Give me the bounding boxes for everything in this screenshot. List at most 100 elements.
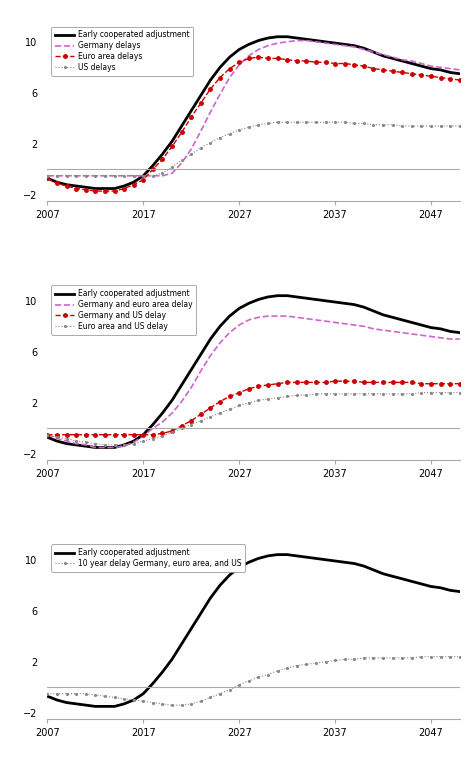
Germany delays [198,126,204,136]
Early cooperated adjustment [246,299,252,308]
US delays [303,117,309,126]
US delays [361,119,367,128]
US delays [457,121,463,130]
Early cooperated adjustment [265,551,271,560]
Euro area and US delay [255,396,261,405]
Early cooperated adjustment [169,137,175,146]
10 year delay Germany, euro area, and US [179,700,184,709]
US delays [198,143,204,152]
Germany and euro area delay [390,327,395,336]
Euro area delays [112,186,118,195]
Germany and US delay [73,430,79,439]
Early cooperated adjustment [409,577,415,586]
Euro area delays [332,59,338,68]
Early cooperated adjustment [83,182,89,192]
Euro area and US delay [400,389,405,398]
10 year delay Germany, euro area, and US [160,699,165,709]
Euro area delays [400,68,405,77]
US delays [342,117,347,126]
Early cooperated adjustment [246,558,252,567]
Germany delays [160,171,165,180]
Germany and euro area delay [227,328,232,337]
Germany delays [54,171,60,180]
Germany and US delay [323,378,328,387]
Early cooperated adjustment [294,551,300,560]
Euro area and US delay [371,389,376,398]
Early cooperated adjustment [169,396,175,405]
Euro area and US delay [323,389,328,398]
10 year delay Germany, euro area, and US [380,653,386,662]
Euro area delays [64,182,69,191]
Germany delays [447,64,453,73]
10 year delay Germany, euro area, and US [323,657,328,666]
Early cooperated adjustment [342,558,347,567]
Germany and US delay [361,378,367,387]
Euro area delays [217,73,223,82]
Germany and US delay [400,378,405,387]
Early cooperated adjustment [351,559,357,568]
Germany delays [294,36,300,45]
Early cooperated adjustment [179,640,184,649]
Early cooperated adjustment [342,40,347,49]
Germany delays [380,50,386,59]
Early cooperated adjustment [400,57,405,66]
Euro area delays [255,52,261,61]
Early cooperated adjustment [361,303,367,312]
Germany delays [284,37,290,46]
10 year delay Germany, euro area, and US [265,670,271,679]
Euro area and US delay [313,389,319,398]
10 year delay Germany, euro area, and US [275,666,281,675]
Germany and US delay [179,421,184,430]
10 year delay Germany, euro area, and US [246,676,252,685]
US delays [131,171,137,180]
Germany and US delay [92,430,98,439]
US delays [102,171,108,180]
Early cooperated adjustment [198,350,204,359]
Euro area delays [361,61,367,70]
Euro area and US delay [351,389,357,398]
Germany delays [169,169,175,178]
Germany and US delay [332,376,338,385]
Line: Euro area and US delay: Euro area and US delay [46,391,462,447]
10 year delay Germany, euro area, and US [313,659,319,668]
Germany and euro area delay [332,318,338,327]
Legend: Early cooperated adjustment, 10 year delay Germany, euro area, and US: Early cooperated adjustment, 10 year del… [51,544,245,572]
Germany delays [409,57,415,66]
Early cooperated adjustment [390,54,395,63]
Germany and US delay [255,382,261,391]
Line: 10 year delay Germany, euro area, and US: 10 year delay Germany, euro area, and US [46,655,462,707]
Early cooperated adjustment [131,437,137,446]
Euro area delays [237,58,242,67]
Germany and US delay [351,376,357,385]
Germany and euro area delay [83,441,89,450]
Early cooperated adjustment [438,583,444,592]
Germany delays [332,40,338,49]
Germany and US delay [45,430,50,439]
US delays [275,117,281,126]
Euro area delays [169,142,175,151]
Germany delays [351,42,357,51]
10 year delay Germany, euro area, and US [342,655,347,664]
Germany delays [313,37,319,46]
Early cooperated adjustment [409,318,415,327]
Euro area delays [227,64,232,73]
Euro area and US delay [179,424,184,433]
US delays [255,120,261,129]
10 year delay Germany, euro area, and US [294,661,300,670]
Euro area delays [457,76,463,85]
Early cooperated adjustment [131,696,137,705]
Euro area and US delay [227,405,232,414]
Germany delays [112,171,118,180]
Germany and US delay [188,416,194,425]
Germany and euro area delay [284,312,290,321]
Early cooperated adjustment [208,76,213,85]
Euro area delays [83,185,89,195]
Euro area and US delay [419,388,424,397]
Early cooperated adjustment [275,291,281,301]
Early cooperated adjustment [284,33,290,42]
Euro area and US delay [160,431,165,441]
Euro area and US delay [447,388,453,397]
Line: Early cooperated adjustment: Early cooperated adjustment [47,555,460,706]
Germany and euro area delay [64,437,69,446]
Germany and euro area delay [73,439,79,448]
